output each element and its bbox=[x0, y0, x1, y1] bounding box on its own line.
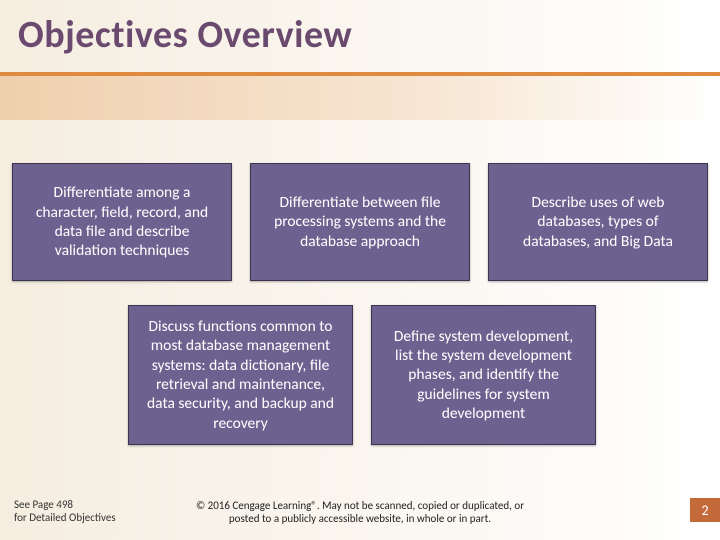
objective-card: Differentiate among a character, field, … bbox=[12, 163, 232, 281]
accent-gradient bbox=[0, 76, 720, 120]
page-title: Objectives Overview bbox=[18, 12, 352, 58]
footer-reference-line: See Page 498 bbox=[14, 498, 116, 511]
slide: Objectives Overview Differentiate among … bbox=[0, 0, 720, 540]
objective-card: Differentiate between file processing sy… bbox=[250, 163, 470, 281]
objectives-row-2: Discuss functions common to most databas… bbox=[128, 305, 596, 445]
page-number: 2 bbox=[701, 502, 708, 519]
copyright-text: © 2016 Cengage Learning®. May not be sca… bbox=[180, 499, 540, 527]
footer-reference: See Page 498 for Detailed Objectives bbox=[14, 498, 116, 524]
objective-card: Define system development, list the syst… bbox=[371, 305, 596, 445]
footer-reference-line: for Detailed Objectives bbox=[14, 511, 116, 524]
objective-card: Discuss functions common to most databas… bbox=[128, 305, 353, 445]
page-number-badge: 2 bbox=[690, 498, 720, 522]
objectives-row-1: Differentiate among a character, field, … bbox=[12, 163, 708, 281]
objective-card: Describe uses of web databases, types of… bbox=[488, 163, 708, 281]
